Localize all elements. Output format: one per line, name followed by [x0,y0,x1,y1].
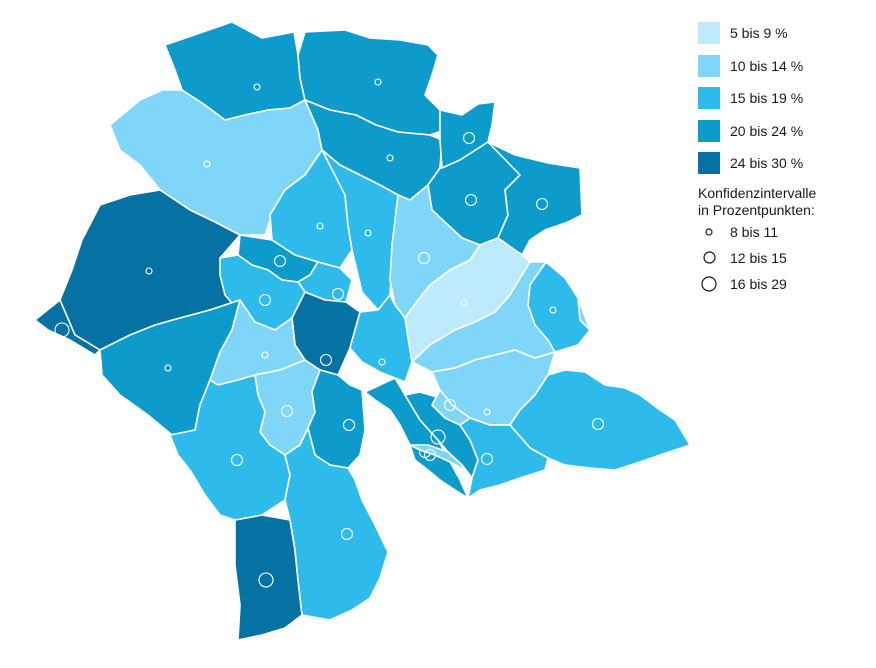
legend-swatch [698,119,720,142]
legend-label: 20 bis 24 % [730,122,804,139]
legend-swatch [698,54,720,77]
ci-marker-14 [331,287,345,301]
ci-legend-label: 8 bis 11 [730,223,778,240]
ci-marker-24 [342,418,356,432]
ci-marker-11 [417,251,431,265]
legend-label: 10 bis 14 % [730,57,804,74]
legend-label: 24 bis 30 % [730,155,804,171]
ci-marker-1 [253,83,261,91]
ci-legend: 8 bis 11 12 bis 15 16 bis 29 [698,219,868,297]
ci-marker-22 [483,408,491,416]
district-7 [487,141,583,256]
ci-marker-10 [364,229,372,237]
district-27 [509,369,690,471]
legend-item: 20 bis 24 % [698,119,868,142]
ci-legend-item: 12 bis 15 [698,245,868,271]
district-24 [307,369,366,469]
ci-marker-4 [386,154,394,162]
color-legend: 5 bis 9 % 10 bis 14 % 15 bis 19 % 20 bis 24… [698,22,868,174]
ci-marker-32 [340,527,354,541]
ci-legend-item: 8 bis 11 [698,219,868,245]
district-34 [34,299,101,356]
circle-icon [698,250,720,265]
legend-swatch [698,22,720,44]
ci-marker-2 [374,78,382,86]
ci-marker-15 [258,293,272,307]
ci-marker-30 [443,398,457,412]
ci-marker-8 [145,267,153,275]
ci-marker-13 [273,254,287,268]
legend-item: 10 bis 14 % [698,54,868,77]
ci-legend-title: Konfidenzintervalle in Prozentpunkten: [698,185,868,219]
district-28 [459,417,549,499]
district-33 [527,261,591,353]
circle-icon [698,275,720,293]
legend-item: 5 bis 9 % [698,22,868,44]
district-5 [439,101,496,169]
legend-swatch [698,87,720,109]
district-31 [169,374,291,521]
district-30 [431,389,471,426]
ci-legend-label: 16 bis 29 [730,275,787,292]
ci-title-line-2: in Prozentpunkten: [698,201,815,218]
ci-marker-17 [164,364,172,372]
ci-marker-7 [535,197,549,211]
ci-marker-28 [480,452,494,466]
ci-marker-31 [230,453,244,467]
legend-item: 24 bis 30 % [698,152,868,174]
ci-marker-12 [460,299,468,307]
ci-marker-3 [203,160,211,168]
district-29 [409,444,473,479]
ci-marker-27 [591,417,605,431]
legend-swatch [698,152,720,174]
ci-marker-9 [316,222,324,230]
ci-title-line-1: Konfidenzintervalle [698,184,817,201]
ci-legend-label: 12 bis 15 [730,249,787,266]
ci-marker-6 [464,193,478,207]
ci-marker-16 [319,353,333,367]
ci-marker-34 [54,322,70,338]
ci-marker-33 [549,306,557,314]
legend-item: 15 bis 19 % [698,87,868,109]
ci-legend-item: 16 bis 29 [698,271,868,297]
ci-marker-21 [280,404,294,418]
legend: 5 bis 9 % 10 bis 14 % 15 bis 19 % 20 bis 24… [698,22,868,297]
district-32 [284,427,389,621]
ci-marker-18 [261,351,269,359]
ci-marker-19 [378,358,386,366]
district-map [34,21,690,641]
circle-icon [698,227,720,237]
ci-marker-23 [258,572,274,588]
ci-marker-5 [462,131,476,145]
legend-label: 15 bis 19 % [730,90,804,106]
ci-marker-29 [423,448,437,462]
legend-label: 5 bis 9 % [730,25,788,41]
district-23 [234,514,303,641]
ci-marker-26 [430,429,446,445]
